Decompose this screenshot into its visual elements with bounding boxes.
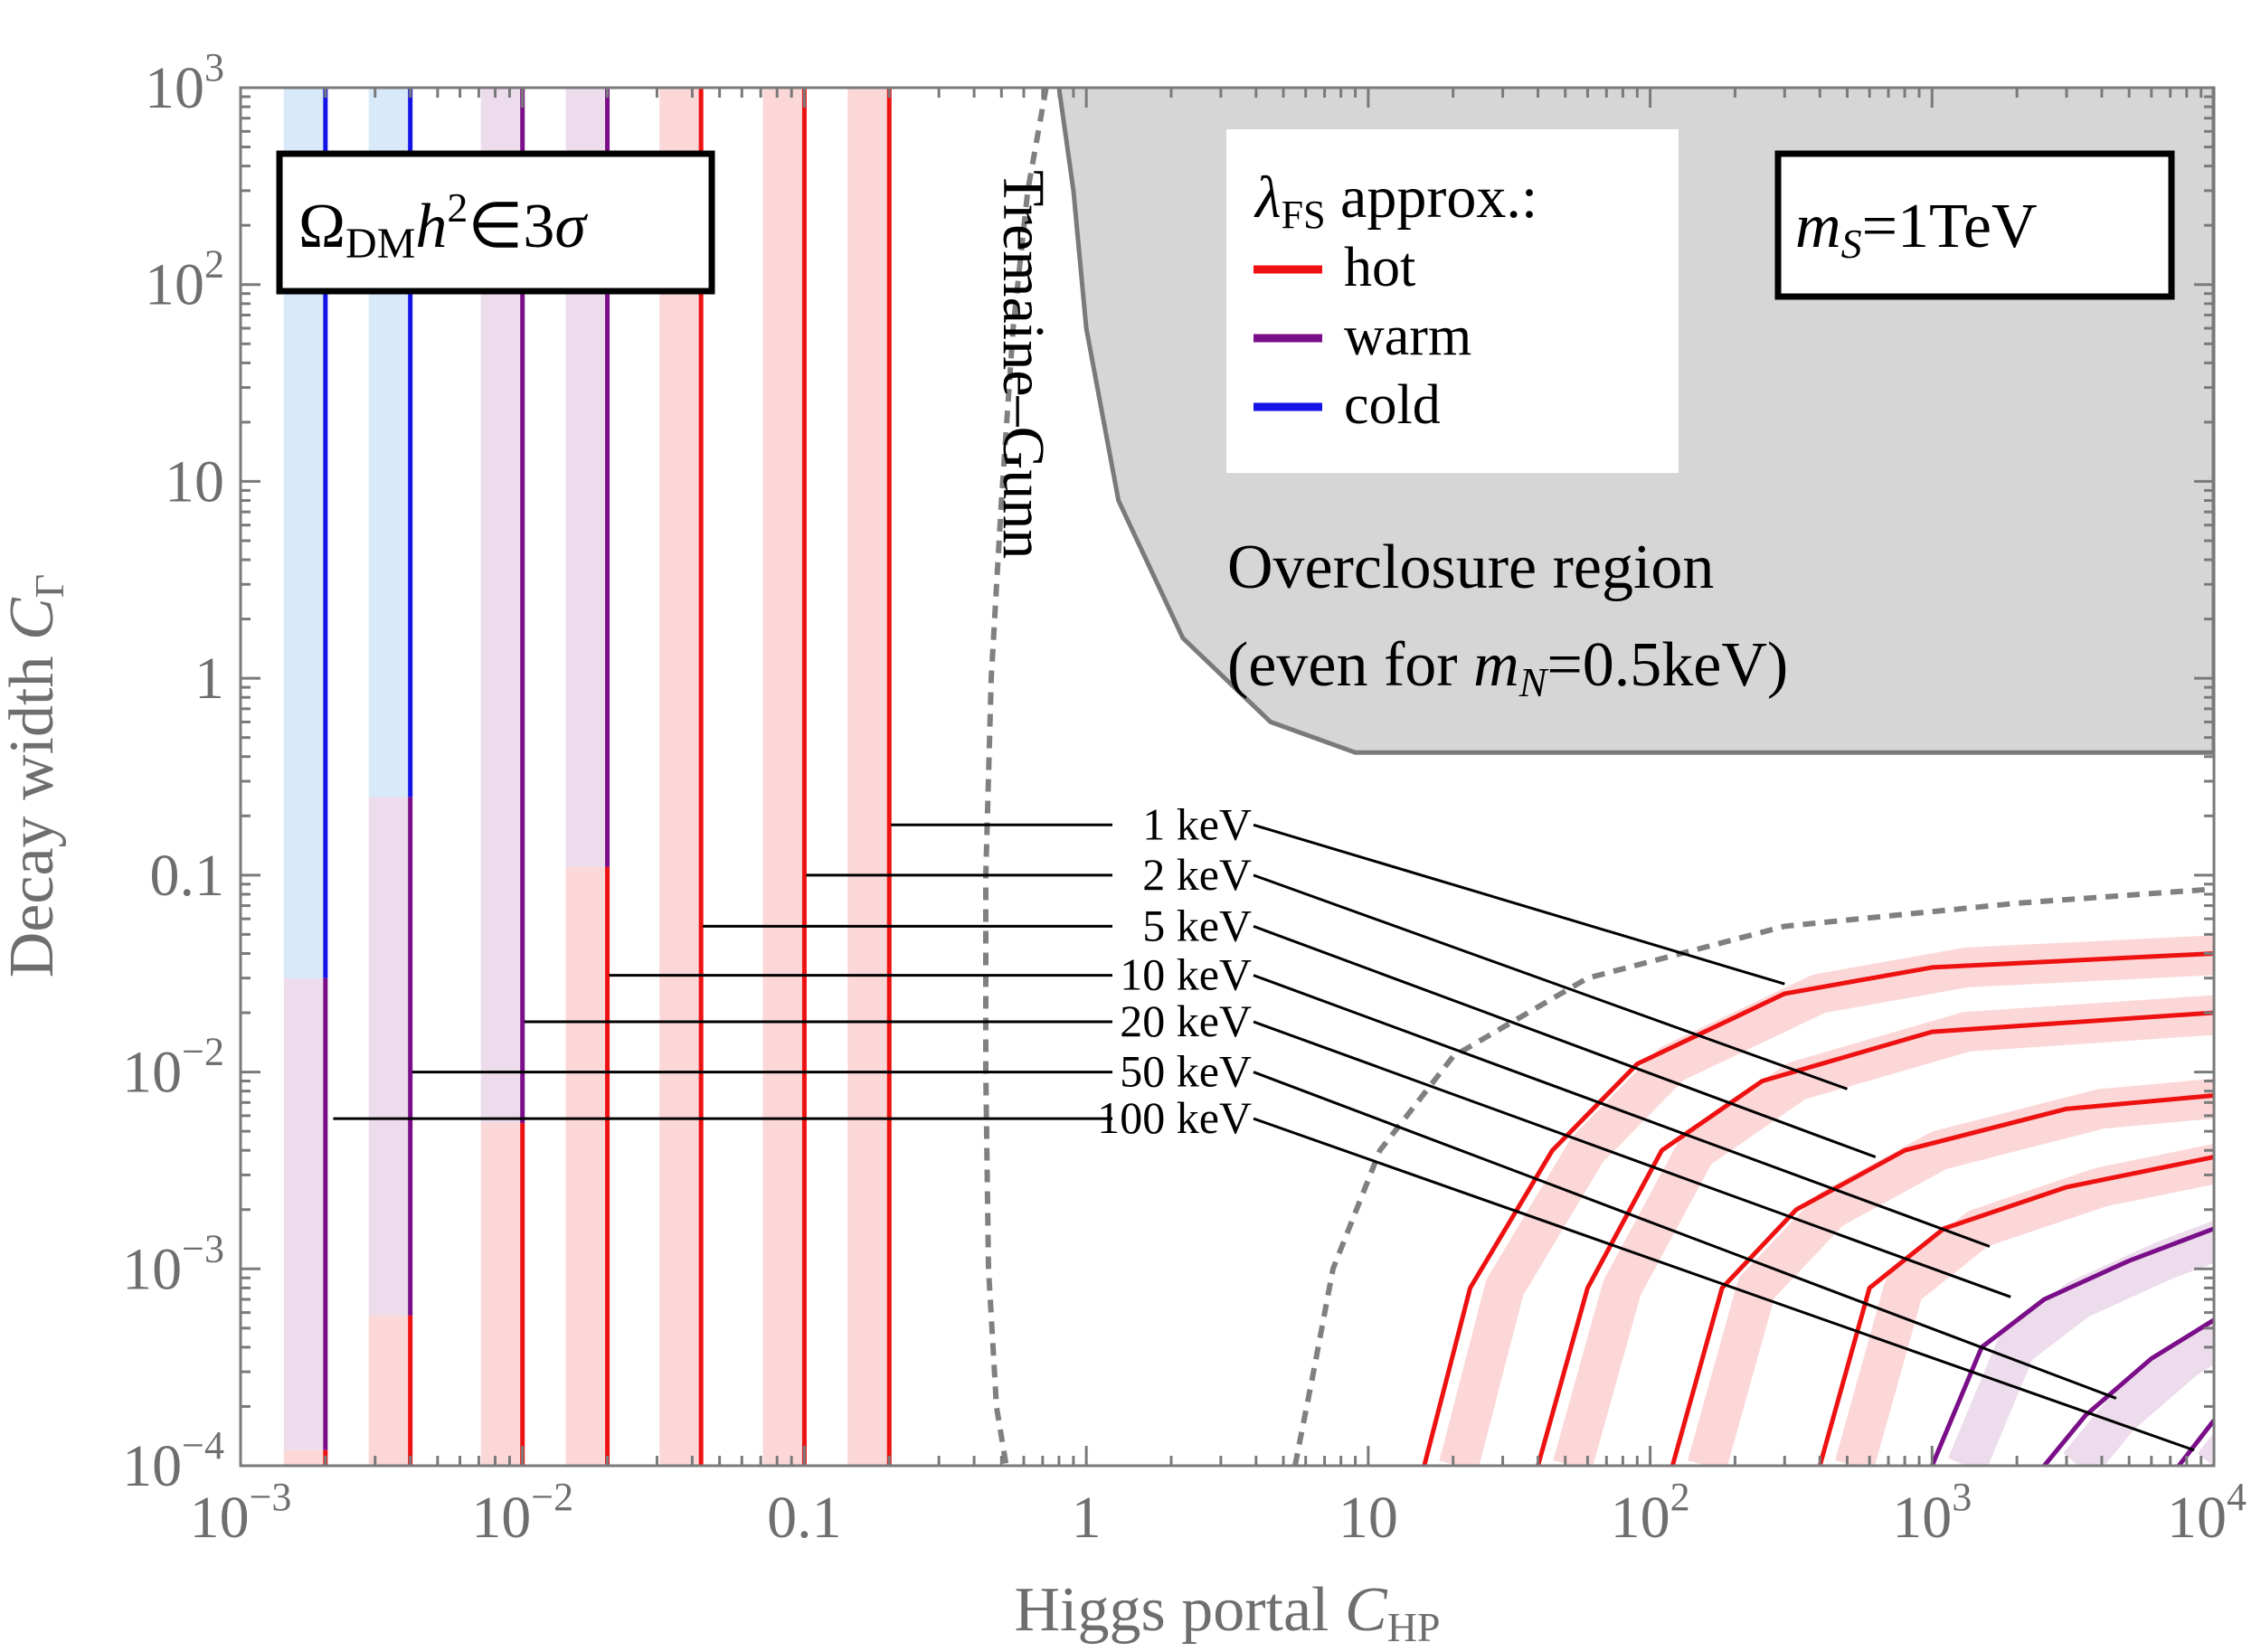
curve-right-5-kev xyxy=(1670,1093,2214,1466)
overclosure-label: Overclosure region xyxy=(1227,533,1714,602)
band-left-5-kev-0 xyxy=(659,88,700,1466)
leader-right-50-kev xyxy=(1253,1071,2117,1400)
plot-frame xyxy=(239,86,2216,1468)
x-tick-label: 104 xyxy=(2167,1475,2247,1551)
curve-label-50-kev: 50 keV xyxy=(1120,1046,1252,1097)
curve-label-5-kev: 5 keV xyxy=(1142,900,1252,950)
curve-label-100-kev: 100 keV xyxy=(1097,1092,1252,1143)
relic-density-box: ΩDMh2∈3σ xyxy=(276,150,715,295)
x-tick-label: 102 xyxy=(1611,1475,1690,1551)
y-tick-labels: 10−4 10−3 10−2 0.1 1 10 102 103 xyxy=(122,45,224,1499)
band-left-1-kev-0 xyxy=(847,88,888,1466)
y-tick-label: 103 xyxy=(145,45,224,121)
band-right-50-kev xyxy=(2063,1317,2214,1466)
curve-right-100-kev xyxy=(2177,1419,2214,1466)
leader-right-100-kev xyxy=(1253,1117,2195,1452)
tremaine-gunn-right-boundary xyxy=(1291,886,2214,1466)
y-tick-label: 10−3 xyxy=(122,1226,224,1302)
band-left-50-kev-0 xyxy=(368,1315,409,1466)
x-tick-label: 10−2 xyxy=(471,1475,573,1551)
y-tick-label: 10−4 xyxy=(122,1423,224,1499)
band-left-50-kev-1 xyxy=(368,797,409,1316)
y-axis-label: Decay width CΓ xyxy=(0,574,72,978)
y-tick-label: 10−2 xyxy=(122,1030,224,1106)
legend-label-cold: cold xyxy=(1344,374,1441,436)
y-tick-label: 1 xyxy=(194,646,224,712)
x-axis-label: Higgs portal CHP xyxy=(1014,1575,1440,1650)
curve-right-1-kev xyxy=(1422,951,2214,1466)
x-tick-label: 10 xyxy=(1339,1485,1398,1551)
band-right-2-kev xyxy=(1553,995,2214,1466)
label-leaders xyxy=(333,823,2195,1452)
x-tick-label: 0.1 xyxy=(767,1485,842,1551)
x-tick-label: 1 xyxy=(1072,1485,1102,1551)
legend: λFS approx.: hot warm cold xyxy=(1226,129,1679,473)
leader-right-20-kev xyxy=(1253,1020,2011,1298)
curve-right-50-kev xyxy=(2042,1317,2214,1466)
overclosure-sublabel: (even for mN=0.5keV) xyxy=(1227,630,1788,705)
legend-box xyxy=(1226,129,1679,473)
legend-label-hot: hot xyxy=(1344,237,1415,298)
x-tick-label: 10−3 xyxy=(190,1475,292,1551)
svg-text:ΩDMh2∈3σ: ΩDMh2∈3σ xyxy=(298,184,588,268)
band-right-20-kev xyxy=(1948,1220,2214,1466)
x-tick-label: 103 xyxy=(1892,1475,1972,1551)
legend-title: λFS approx.: xyxy=(1253,165,1537,237)
leader-right-5-kev xyxy=(1253,924,1877,1158)
band-left-2-kev-0 xyxy=(762,88,803,1466)
y-tick-label: 0.1 xyxy=(150,843,225,909)
leader-right-1-kev xyxy=(1253,823,1785,986)
tremaine-gunn-boundary xyxy=(983,88,1049,1466)
svg-text:mS=1TeV: mS=1TeV xyxy=(1795,192,2038,267)
curve-right-2-kev xyxy=(1536,1010,2214,1466)
band-left-10-kev-0 xyxy=(565,866,606,1466)
legend-label-warm: warm xyxy=(1344,306,1471,367)
band-left-20-kev-0 xyxy=(480,1123,521,1466)
band-right-10-kev xyxy=(1835,1143,2214,1466)
mass-box: mS=1TeV xyxy=(1774,150,2175,300)
curve-label-2-kev: 2 keV xyxy=(1142,849,1252,900)
band-left-100-kev-1 xyxy=(283,977,324,1450)
leader-right-2-kev xyxy=(1253,873,1848,1090)
curve-label-1-kev: 1 keV xyxy=(1142,798,1252,849)
band-left-100-kev-0 xyxy=(283,1449,324,1466)
curve-label-10-kev: 10 keV xyxy=(1120,949,1252,1000)
curve-right-20-kev xyxy=(1929,1226,2214,1466)
curve-label-20-kev: 20 keV xyxy=(1120,996,1252,1046)
y-tick-label: 102 xyxy=(145,242,224,318)
leader-right-10-kev xyxy=(1253,974,1991,1248)
tremaine-gunn-label: Tremaine–Gunn xyxy=(990,170,1056,559)
x-tick-labels: 10−3 10−2 0.1 1 10 102 103 104 xyxy=(190,1475,2247,1551)
band-right-100-kev xyxy=(2197,1431,2214,1466)
tick-marks xyxy=(239,88,2214,1468)
y-tick-label: 10 xyxy=(165,448,224,514)
band-right-5-kev xyxy=(1688,1078,2214,1466)
